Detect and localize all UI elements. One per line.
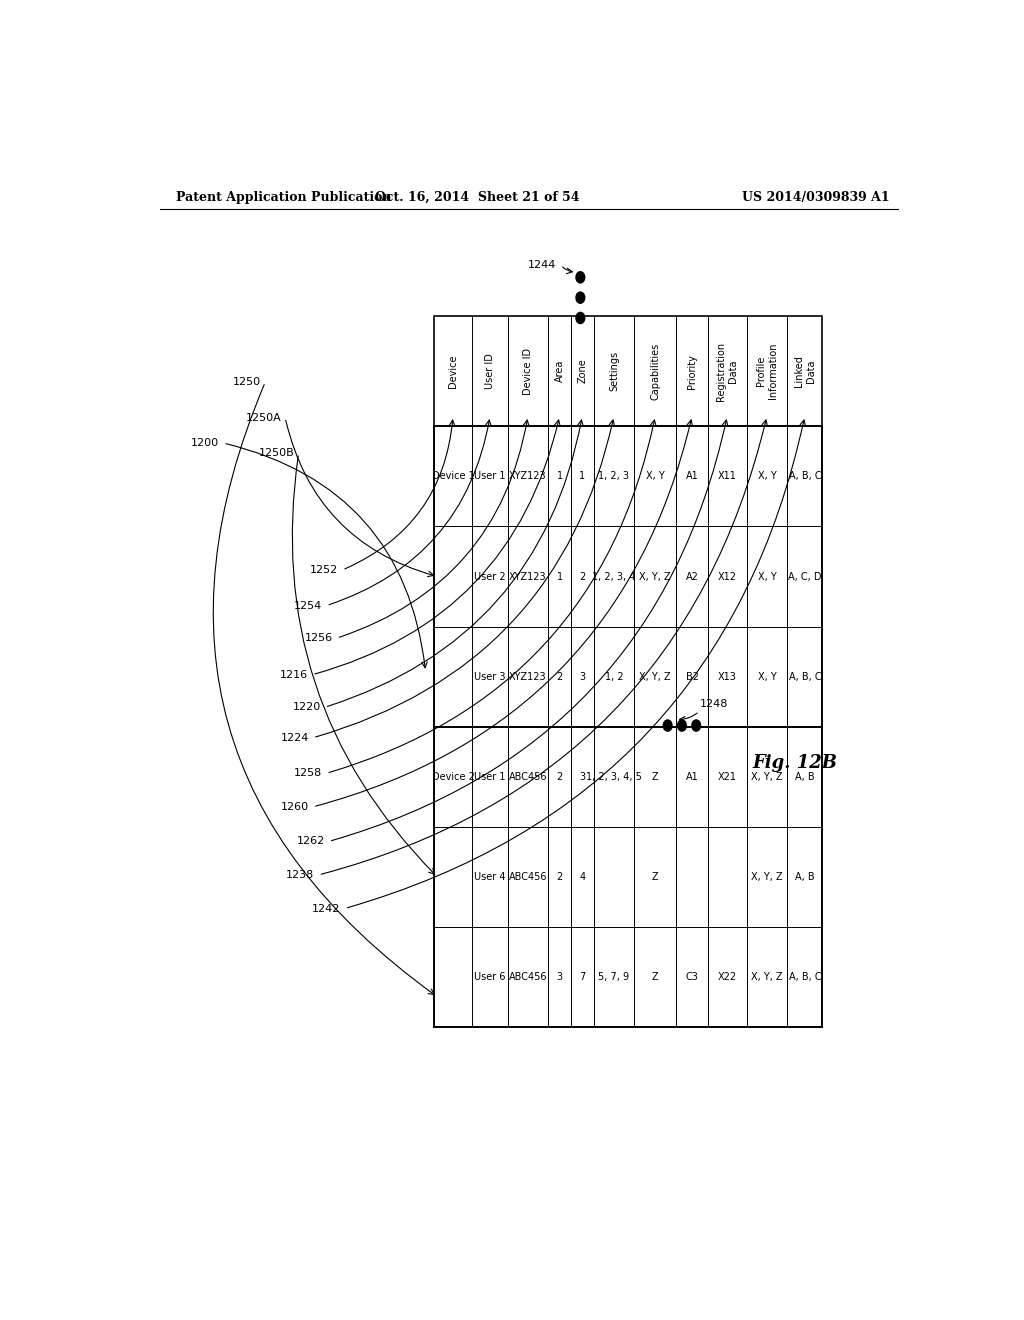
Text: User 1: User 1 bbox=[474, 772, 506, 781]
Text: Z: Z bbox=[652, 873, 658, 882]
Text: X11: X11 bbox=[718, 471, 736, 482]
Text: 1248: 1248 bbox=[699, 700, 728, 709]
Text: Oct. 16, 2014  Sheet 21 of 54: Oct. 16, 2014 Sheet 21 of 54 bbox=[375, 190, 580, 203]
Text: 1, 2, 3, 4: 1, 2, 3, 4 bbox=[592, 572, 636, 582]
Text: 1: 1 bbox=[556, 572, 562, 582]
Circle shape bbox=[678, 719, 686, 731]
Text: B2: B2 bbox=[685, 672, 698, 681]
Text: 1252: 1252 bbox=[310, 565, 338, 576]
Text: Priority: Priority bbox=[687, 354, 697, 388]
Text: 7: 7 bbox=[580, 973, 586, 982]
Text: X13: X13 bbox=[718, 672, 736, 681]
Text: Z: Z bbox=[652, 973, 658, 982]
Circle shape bbox=[575, 313, 585, 323]
Text: 1220: 1220 bbox=[293, 702, 321, 713]
Text: XYZ123: XYZ123 bbox=[509, 471, 547, 482]
Text: 3: 3 bbox=[580, 672, 586, 681]
Text: A, C, D: A, C, D bbox=[788, 572, 821, 582]
Text: 3: 3 bbox=[556, 973, 562, 982]
Text: X, Y: X, Y bbox=[758, 672, 776, 681]
Text: Settings: Settings bbox=[609, 351, 618, 391]
Text: Linked
Data: Linked Data bbox=[794, 355, 816, 387]
Text: X, Y, Z: X, Y, Z bbox=[639, 572, 671, 582]
Text: 2: 2 bbox=[580, 572, 586, 582]
Text: A, B, C: A, B, C bbox=[788, 471, 821, 482]
Text: US 2014/0309839 A1: US 2014/0309839 A1 bbox=[742, 190, 890, 203]
Text: C3: C3 bbox=[686, 973, 698, 982]
Text: 1258: 1258 bbox=[294, 768, 323, 779]
Text: 1254: 1254 bbox=[294, 601, 323, 611]
Text: Z: Z bbox=[652, 772, 658, 781]
Text: X, Y: X, Y bbox=[646, 471, 665, 482]
Text: X, Y, Z: X, Y, Z bbox=[639, 672, 671, 681]
Text: 1242: 1242 bbox=[312, 903, 341, 913]
Text: 3: 3 bbox=[580, 772, 586, 781]
Text: Profile
Information: Profile Information bbox=[756, 343, 778, 400]
Text: User 3: User 3 bbox=[474, 672, 506, 681]
Text: X, Y: X, Y bbox=[758, 471, 776, 482]
Text: X22: X22 bbox=[718, 973, 737, 982]
Text: X, Y: X, Y bbox=[758, 572, 776, 582]
Text: Fig. 12B: Fig. 12B bbox=[752, 754, 838, 772]
Text: User ID: User ID bbox=[485, 354, 495, 389]
Text: ABC456: ABC456 bbox=[509, 772, 547, 781]
Text: User 4: User 4 bbox=[474, 873, 506, 882]
Text: XYZ123: XYZ123 bbox=[509, 572, 547, 582]
Text: 5, 7, 9: 5, 7, 9 bbox=[598, 973, 630, 982]
Text: X21: X21 bbox=[718, 772, 736, 781]
Text: User 2: User 2 bbox=[474, 572, 506, 582]
Text: User 1: User 1 bbox=[474, 471, 506, 482]
Text: ABC456: ABC456 bbox=[509, 973, 547, 982]
Text: User 6: User 6 bbox=[474, 973, 506, 982]
Text: A2: A2 bbox=[686, 572, 698, 582]
Text: A, B: A, B bbox=[795, 772, 815, 781]
Circle shape bbox=[575, 272, 585, 282]
Text: A1: A1 bbox=[686, 772, 698, 781]
Text: XYZ123: XYZ123 bbox=[509, 672, 547, 681]
Text: ABC456: ABC456 bbox=[509, 873, 547, 882]
Text: 1250A: 1250A bbox=[246, 413, 282, 422]
Text: 4: 4 bbox=[580, 873, 586, 882]
Text: 1, 2, 3: 1, 2, 3 bbox=[598, 471, 630, 482]
Text: Device: Device bbox=[449, 354, 458, 388]
Circle shape bbox=[575, 292, 585, 304]
Text: 1200: 1200 bbox=[191, 438, 219, 447]
Text: 1260: 1260 bbox=[281, 801, 309, 812]
Text: 1: 1 bbox=[556, 471, 562, 482]
Text: Device 2: Device 2 bbox=[431, 772, 474, 781]
Text: 1250B: 1250B bbox=[259, 449, 295, 458]
Text: 1250: 1250 bbox=[233, 378, 261, 387]
Text: 1224: 1224 bbox=[281, 733, 309, 743]
Text: X, Y, Z: X, Y, Z bbox=[752, 973, 782, 982]
Text: 1216: 1216 bbox=[280, 669, 308, 680]
Text: 1262: 1262 bbox=[297, 837, 325, 846]
Text: 1, 2: 1, 2 bbox=[604, 672, 624, 681]
Text: Registration
Data: Registration Data bbox=[717, 342, 738, 401]
Circle shape bbox=[692, 719, 700, 731]
Text: 1, 2, 3, 4, 5: 1, 2, 3, 4, 5 bbox=[586, 772, 642, 781]
Text: 1: 1 bbox=[580, 471, 586, 482]
Text: X12: X12 bbox=[718, 572, 736, 582]
Text: A, B, C: A, B, C bbox=[788, 973, 821, 982]
Text: 2: 2 bbox=[556, 672, 562, 681]
Text: A, B: A, B bbox=[795, 873, 815, 882]
Text: 1256: 1256 bbox=[304, 634, 333, 643]
Text: Device ID: Device ID bbox=[523, 347, 532, 395]
Text: Capabilities: Capabilities bbox=[650, 342, 660, 400]
Text: 2: 2 bbox=[556, 772, 562, 781]
Text: A, B, C: A, B, C bbox=[788, 672, 821, 681]
Text: Zone: Zone bbox=[578, 359, 588, 383]
Text: 1238: 1238 bbox=[287, 870, 314, 880]
Text: Area: Area bbox=[555, 360, 564, 383]
Circle shape bbox=[664, 719, 672, 731]
Text: X, Y, Z: X, Y, Z bbox=[752, 772, 782, 781]
Text: 1244: 1244 bbox=[528, 260, 557, 271]
Text: X, Y, Z: X, Y, Z bbox=[752, 873, 782, 882]
Text: Patent Application Publication: Patent Application Publication bbox=[176, 190, 391, 203]
Text: 2: 2 bbox=[556, 873, 562, 882]
Text: A1: A1 bbox=[686, 471, 698, 482]
Text: Device 1: Device 1 bbox=[432, 471, 474, 482]
